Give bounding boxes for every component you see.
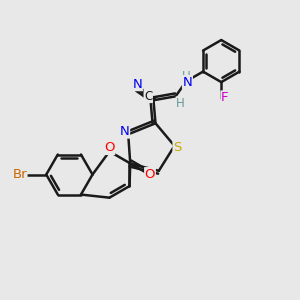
Text: O: O	[145, 168, 155, 181]
Text: C: C	[144, 89, 152, 103]
Text: H: H	[176, 97, 185, 110]
Text: F: F	[221, 91, 229, 104]
Text: O: O	[104, 141, 115, 154]
Text: Br: Br	[12, 168, 27, 181]
Text: H: H	[182, 70, 190, 83]
Text: N: N	[133, 78, 142, 91]
Text: N: N	[120, 125, 130, 138]
Text: N: N	[183, 76, 192, 88]
Text: S: S	[173, 141, 182, 154]
